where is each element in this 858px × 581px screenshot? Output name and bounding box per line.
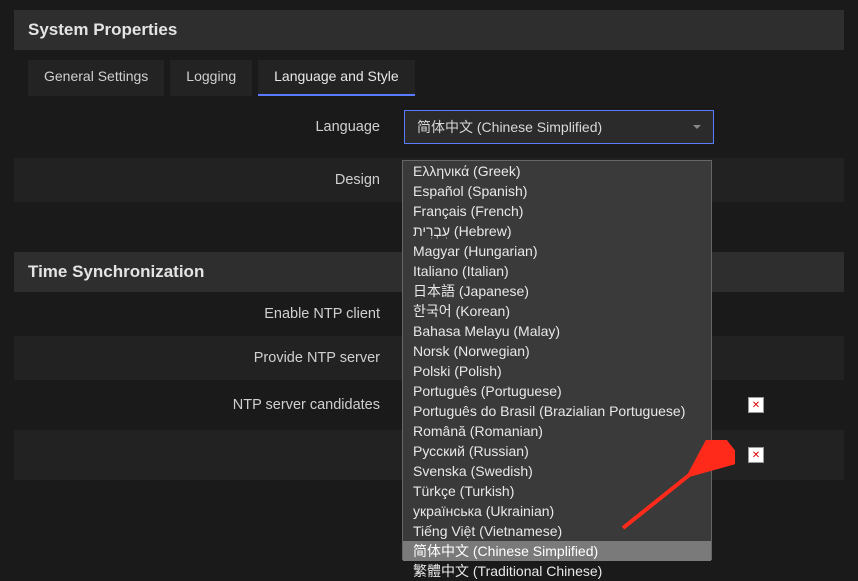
dropdown-item[interactable]: 日本語 (Japanese) — [403, 281, 711, 301]
dropdown-item[interactable]: Español (Spanish) — [403, 181, 711, 201]
dropdown-item[interactable]: Français (French) — [403, 201, 711, 221]
dropdown-item[interactable]: Bahasa Melayu (Malay) — [403, 321, 711, 341]
dropdown-item[interactable]: Magyar (Hungarian) — [403, 241, 711, 261]
tab-general-settings[interactable]: General Settings — [28, 60, 164, 96]
language-select[interactable]: 简体中文 (Chinese Simplified) — [404, 110, 714, 144]
dropdown-item[interactable]: 简体中文 (Chinese Simplified) — [403, 541, 711, 561]
tab-logging[interactable]: Logging — [170, 60, 252, 96]
tabs-row: General Settings Logging Language and St… — [14, 50, 844, 96]
label-language: Language — [14, 119, 404, 135]
dropdown-item[interactable]: Svenska (Swedish) — [403, 461, 711, 481]
language-dropdown[interactable]: Ελληνικά (Greek)Español (Spanish)Françai… — [402, 160, 712, 560]
dropdown-item[interactable]: Polski (Polish) — [403, 361, 711, 381]
tab-language-and-style[interactable]: Language and Style — [258, 60, 415, 96]
broken-image-icon[interactable]: ✕ — [748, 397, 764, 413]
label-ntp-candidates: NTP server candidates — [14, 397, 404, 413]
dropdown-item[interactable]: עִבְרִית (Hebrew) — [403, 221, 711, 241]
dropdown-item[interactable]: Português (Portuguese) — [403, 381, 711, 401]
dropdown-item[interactable]: Română (Romanian) — [403, 421, 711, 441]
dropdown-item[interactable]: Tiếng Việt (Vietnamese) — [403, 521, 711, 541]
row-language: Language 简体中文 (Chinese Simplified) — [14, 96, 844, 158]
panel-title: System Properties — [14, 10, 844, 50]
dropdown-item[interactable]: Português do Brasil (Brazialian Portugue… — [403, 401, 711, 421]
dropdown-item[interactable]: 한국어 (Korean) — [403, 301, 711, 321]
label-enable-ntp: Enable NTP client — [14, 306, 404, 322]
dropdown-item[interactable]: Türkçe (Turkish) — [403, 481, 711, 501]
dropdown-item[interactable]: Ελληνικά (Greek) — [403, 161, 711, 181]
chevron-down-icon — [693, 125, 701, 129]
language-select-value: 简体中文 (Chinese Simplified) — [417, 117, 602, 137]
label-provide-ntp: Provide NTP server — [14, 350, 404, 366]
control-language: 简体中文 (Chinese Simplified) — [404, 110, 844, 144]
dropdown-item[interactable]: Italiano (Italian) — [403, 261, 711, 281]
broken-image-icon[interactable]: ✕ — [748, 447, 764, 463]
dropdown-item[interactable]: Русский (Russian) — [403, 441, 711, 461]
dropdown-item[interactable]: Norsk (Norwegian) — [403, 341, 711, 361]
dropdown-item[interactable]: 繁體中文 (Traditional Chinese) — [403, 561, 711, 581]
label-design: Design — [14, 172, 404, 188]
dropdown-item[interactable]: українська (Ukrainian) — [403, 501, 711, 521]
